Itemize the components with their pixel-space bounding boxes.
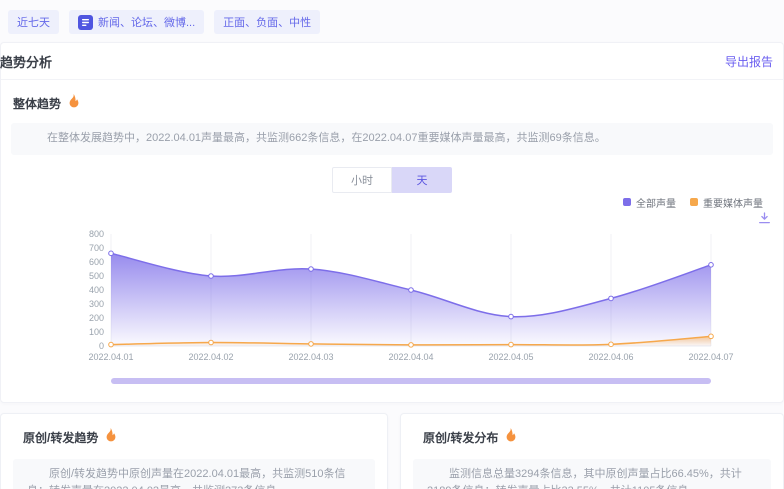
flame-icon (67, 94, 80, 113)
chart-toolbox (11, 212, 773, 226)
legend-label-media: 重要媒体声量 (703, 198, 763, 210)
y-tick-label: 300 (89, 299, 104, 309)
overall-trend-title-row: 整体趋势 (13, 94, 773, 113)
x-tick-label: 2022.04.06 (588, 352, 633, 362)
flame-icon (504, 427, 517, 447)
filter-chip-sentiment[interactable]: 正面、负面、中性 (214, 10, 321, 34)
panel-header: 趋势分析 导出报告 (0, 43, 783, 80)
chart-datazoom-scrollbar[interactable] (111, 377, 711, 384)
data-point[interactable] (508, 313, 514, 319)
overall-trend-title: 整体趋势 (13, 97, 62, 111)
filter-chip-source[interactable]: 新闻、论坛、微博... (69, 10, 205, 34)
filter-chip-time-label: 近七天 (17, 17, 50, 29)
repost-trend-summary: 原创/转发趋势中原创声量在2022.04.01最高，共监测510条信息；转发声量… (13, 458, 375, 489)
repost-distribution-summary: 监测信息总量3294条信息，其中原创声量占比66.45%，共计2189条信息；转… (413, 458, 771, 489)
x-tick-label: 2022.04.04 (388, 352, 433, 362)
series-area-0 (111, 252, 711, 346)
x-tick-label: 2022.04.07 (688, 352, 733, 362)
y-tick-label: 800 (89, 229, 104, 239)
y-tick-label: 100 (89, 327, 104, 337)
legend-swatch-total (623, 198, 631, 207)
repost-distribution-card: 原创/转发分布 监测信息总量3294条信息，其中原创声量占比66.45%，共计2… (400, 412, 784, 489)
data-point[interactable] (408, 341, 414, 348)
download-icon[interactable] (758, 212, 771, 225)
filter-chip-time[interactable]: 近七天 (8, 10, 59, 34)
overall-trend-summary: 在整体发展趋势中，2022.04.01声量最高，共监测662条信息，在2022.… (11, 123, 773, 155)
data-point[interactable] (108, 250, 114, 256)
panel-body: 整体趋势 在整体发展趋势中，2022.04.01声量最高，共监测662条信息，在… (1, 80, 783, 402)
data-point[interactable] (208, 272, 214, 279)
data-point[interactable] (708, 333, 714, 339)
data-point[interactable] (408, 286, 414, 293)
filter-bar: 近七天 新闻、论坛、微博... 正面、负面、中性 (0, 0, 784, 42)
data-point[interactable] (608, 341, 614, 347)
legend-label-total: 全部声量 (636, 198, 676, 210)
repost-trend-card: 原创/转发趋势 原创/转发趋势中原创声量在2022.04.01最高，共监测510… (0, 412, 388, 489)
data-point[interactable] (608, 295, 614, 301)
x-tick-label: 2022.04.02 (188, 352, 233, 362)
data-point[interactable] (708, 261, 714, 268)
chart-legend: 全部声量 重要媒体声量 (11, 195, 773, 210)
legend-item-total[interactable]: 全部声量 (623, 195, 676, 210)
y-tick-label: 400 (89, 285, 104, 295)
data-point[interactable] (308, 340, 314, 347)
y-tick-label: 0 (99, 341, 104, 351)
bottom-cards: 原创/转发趋势 原创/转发趋势中原创声量在2022.04.01最高，共监测510… (0, 412, 784, 489)
data-point[interactable] (208, 339, 214, 345)
export-report-link[interactable]: 导出报告 (724, 55, 773, 69)
flame-icon (104, 427, 117, 447)
x-tick-label: 2022.04.01 (88, 352, 133, 362)
panel-title: 趋势分析 (0, 55, 53, 70)
filter-chip-source-label: 新闻、论坛、微博... (98, 17, 196, 29)
data-point[interactable] (308, 265, 314, 272)
legend-item-media[interactable]: 重要媒体声量 (690, 195, 763, 210)
filter-chip-sentiment-label: 正面、负面、中性 (223, 17, 312, 29)
granularity-toggle: 小时 天 (11, 166, 773, 193)
y-tick-label: 500 (89, 271, 104, 281)
y-tick-label: 200 (89, 313, 104, 323)
legend-swatch-media (690, 198, 698, 207)
repost-trend-title: 原创/转发趋势 (23, 430, 99, 445)
toggle-hour-button[interactable]: 小时 (332, 166, 392, 193)
repost-distribution-title: 原创/转发分布 (423, 430, 499, 445)
toggle-day-button[interactable]: 天 (392, 166, 452, 193)
x-tick-label: 2022.04.03 (288, 352, 333, 362)
data-point[interactable] (508, 341, 514, 347)
x-tick-label: 2022.04.05 (488, 352, 533, 362)
trend-chart[interactable]: 2022.04.01 2022.04.02 2022.04.03 2022.04.04… (11, 228, 773, 362)
data-point[interactable] (108, 341, 114, 347)
trend-analysis-panel: 趋势分析 导出报告 整体趋势 在整体发展趋势中，2022.04.01声量最高，共… (0, 42, 784, 403)
source-icon (78, 14, 93, 30)
y-tick-label: 700 (89, 243, 104, 253)
y-tick-label: 600 (89, 257, 104, 267)
